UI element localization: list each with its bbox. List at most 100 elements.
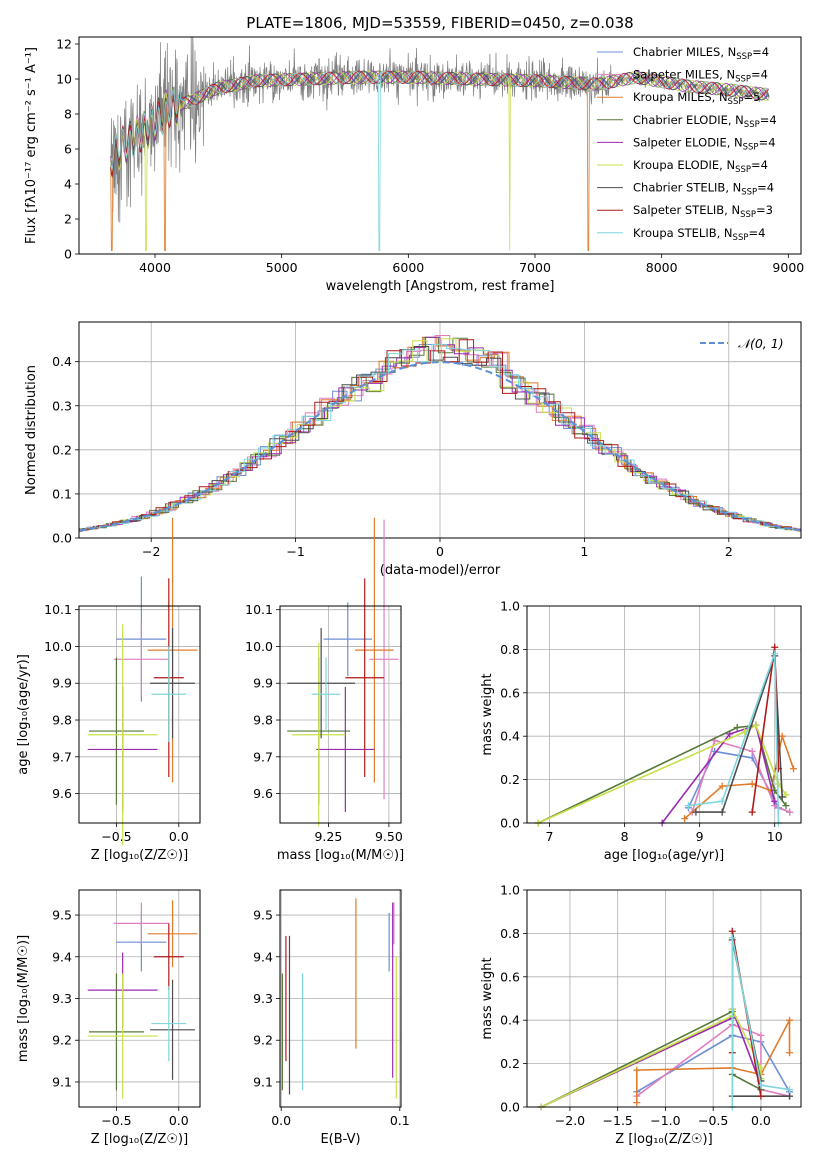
mass_weight_vs_z-xtick-label-2: −1.0 (650, 1113, 680, 1128)
legend-name-3: Chabrier ELODIE, N (633, 113, 744, 127)
spectrum-xtick-label-4: 8000 (646, 260, 678, 275)
gaussian-legend-label: 𝒩(0, 1) (738, 336, 784, 351)
age_vs_mass-xtick-label-1: 9.50 (375, 829, 403, 844)
legend-sub-7: SSP (740, 210, 756, 220)
mass_weight_vs_age-marker-kroupa-stelib-2 (771, 650, 779, 658)
mass_weight_vs_z-line-salpeter-elodie (540, 1009, 762, 1108)
legend-sub-6: SSP (741, 188, 757, 198)
mass_vs_ebv-ytick-label-0: 9.1 (253, 1074, 273, 1089)
legend-name-5: Kroupa ELODIE, N (633, 158, 735, 172)
age_vs_mass-axes: 9.25 9.50 9.6 9.7 9.8 9.9 10.0 10.1 mass [log₁₀(… (245, 602, 404, 863)
mass_weight_vs_z-axes: −2.0 −1.5 −1.0 −0.5 0.0 0.0 0.2 0.4 0.6 0.8 1.0 Z [… (480, 883, 801, 1147)
mass_weight_vs_age-xtick-label-3: 10 (767, 829, 783, 844)
mass_weight_vs_age-marker-kroupa-stelib-0 (684, 802, 692, 810)
mass_vs_ebv-ytick-label-3: 9.4 (253, 949, 273, 964)
spectrum-ytick-label-1: 2 (64, 212, 72, 227)
mass_weight_vs_age-xtick-label-2: 9 (696, 829, 704, 844)
spectrum-ytick-label-0: 0 (64, 247, 72, 262)
mass_weight_vs_age-marker-salpeter-stelib-0 (748, 808, 756, 816)
spectrum-xtick-label-2: 6000 (392, 260, 424, 275)
mass_vs_ebv-frame (279, 889, 402, 1108)
legend-name-2: Kroupa MILES, N (633, 90, 728, 104)
residuals-ytick-label-1: 0.1 (52, 486, 72, 501)
mass_weight_vs_age-ytick-label-5: 1.0 (500, 599, 520, 614)
spectrum-ytick-label-3: 6 (64, 142, 72, 157)
mass_vs_ebv-xlabel: E(B-V) (320, 1132, 360, 1147)
legend-sub-5: SSP (735, 165, 751, 175)
age_vs_mass-ytick-label-0: 9.6 (253, 786, 273, 801)
legend-label-3: Chabrier ELODIE, NSSP=4 (633, 113, 777, 130)
residuals-xtick-label-3: 1 (580, 544, 588, 559)
mass_vs_ebv-xtick-label-1: 0.1 (390, 1113, 410, 1128)
mass_weight_vs_age-marker-salpeter-miles-2 (748, 747, 756, 755)
legend-label-1: Salpeter MILES, NSSP=4 (633, 68, 768, 85)
legend-label-6: Chabrier STELIB, NSSP=4 (633, 181, 774, 198)
age_vs_mass-ytick-label-2: 9.8 (253, 713, 273, 728)
age_vs_mass-ytick-label-5: 10.1 (245, 602, 273, 617)
spectrum-ytick-label-6: 12 (56, 37, 72, 52)
spectrum-ylabel: Flux [fλ10⁻¹⁷ erg cm⁻² s⁻¹ A⁻¹] (24, 47, 39, 244)
residuals-xtick-label-2: 0 (436, 544, 444, 559)
legend-name-6: Chabrier STELIB, N (633, 181, 741, 195)
mass_weight_vs_z-marker-chabrier-stelib-0 (786, 1092, 794, 1100)
mass_weight_vs_z-xtick-label-3: −0.5 (698, 1113, 728, 1128)
mass_weight_vs_age-marker-kroupa-stelib-1 (718, 797, 726, 805)
mass_vs_ebv-axes: 0.0 0.1 9.1 9.2 9.3 9.4 9.5 E(B-V) (253, 890, 410, 1147)
mass_weight_vs_age-ytick-label-1: 0.2 (500, 772, 520, 787)
age_vs_z-xtick-label-1: 0.0 (169, 829, 189, 844)
age_vs_z-xlabel: Z [log₁₀(Z/Z☉)] (91, 848, 188, 863)
mass_weight_vs_age-ytick-label-0: 0.0 (500, 816, 520, 831)
legend-n-7: =3 (756, 203, 773, 217)
mass_weight_vs_z-line-kroupa-miles (636, 1019, 791, 1103)
mass_weight_vs_age-line-salpeter-elodie (661, 724, 776, 824)
mass_weight_vs_age-xtick-label-0: 7 (546, 829, 554, 844)
legend-sub-3: SSP (744, 120, 760, 130)
mass_weight_vs_age-frame (526, 605, 802, 824)
mass_weight_vs_z-xtick-label-0: −2.0 (555, 1113, 585, 1128)
spectrum-xlabel: wavelength [Angstrom, rest frame] (326, 279, 555, 294)
mass_weight_vs_age-line-chabrier-elodie (537, 724, 787, 824)
mass_vs_z-ytick-label-1: 9.2 (52, 1033, 72, 1048)
legend-n-4: =4 (759, 135, 776, 149)
mass_weight_vs_z-marker-salpeter-stelib-1 (728, 927, 736, 935)
age_vs_z-ylabel: age [log₁₀(age/yr)] (16, 654, 31, 775)
legend-label-7: Salpeter STELIB, NSSP=3 (633, 203, 773, 220)
mass_weight_vs_age-ytick-label-4: 0.8 (500, 642, 520, 657)
age_vs_mass-points (287, 517, 399, 827)
residuals-xlabel: (data-model)/error (380, 563, 501, 578)
mass_weight_vs_age-line-chabrier-stelib (695, 655, 783, 813)
legend-name-7: Salpeter STELIB, N (633, 203, 740, 217)
age_vs_mass-ytick-label-3: 9.9 (253, 676, 273, 691)
age_vs_mass-ytick-label-1: 9.7 (253, 749, 273, 764)
mass_vs_z-xtick-label-0: −0.5 (101, 1113, 131, 1128)
mass_vs_z-ytick-label-3: 9.4 (52, 949, 72, 964)
gaussian-curve (79, 361, 801, 532)
residuals-ytick-label-4: 0.4 (52, 354, 72, 369)
mass_weight_vs_z-ytick-label-0: 0.0 (500, 1100, 520, 1115)
legend-sub-8: SSP (733, 233, 749, 243)
spectrum-ytick-label-5: 10 (56, 72, 72, 87)
mass_weight_vs_z-lines (537, 927, 794, 1111)
mass_weight_vs_age-line-kroupa-miles (684, 733, 795, 820)
model-kroupa-stelib-line (110, 70, 770, 251)
mass_weight_vs_z-xlabel: Z [log₁₀(Z/Z☉)] (615, 1132, 712, 1147)
spectrum-plot (110, 37, 770, 251)
mass_weight_vs_age-line-kroupa-elodie (537, 724, 787, 824)
mass_weight_vs_age-line-kroupa-stelib (688, 653, 780, 824)
hist-salpeter-elodie (79, 336, 801, 532)
residuals-ytick-label-0: 0.0 (52, 531, 72, 546)
mass_vs_ebv-points (281, 898, 397, 1099)
mass_weight_vs_age-lines (534, 643, 797, 827)
mass_vs_z-axes: −0.5 0.0 9.1 9.2 9.3 9.4 9.5 Z [log₁₀(Z/Z☉)] mas… (16, 890, 200, 1147)
mass_weight_vs_z-marker-salpeter-miles-2 (757, 1031, 765, 1039)
hist-kroupa-elodie (79, 338, 801, 532)
age_vs_z-ytick-label-4: 10.0 (44, 639, 72, 654)
mass_weight_vs_z-ylabel: mass weight (480, 957, 495, 1039)
legend-label-4: Salpeter ELODIE, NSSP=4 (633, 135, 776, 152)
residuals-xtick-label-4: 2 (725, 544, 733, 559)
mass_weight_vs_age-ytick-label-2: 0.4 (500, 729, 520, 744)
age_vs_z-ytick-label-3: 9.9 (52, 676, 72, 691)
mass_weight_vs_age-marker-salpeter-elodie-3 (771, 797, 779, 805)
model-chabrier-stelib-line (110, 70, 770, 178)
spectrum-xtick-label-5: 9000 (772, 260, 804, 275)
